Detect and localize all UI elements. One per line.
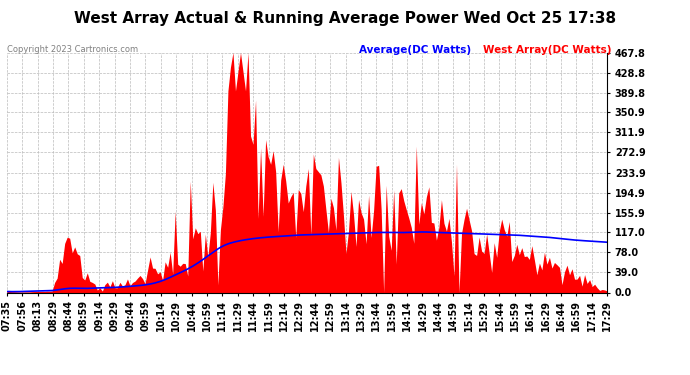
Text: Copyright 2023 Cartronics.com: Copyright 2023 Cartronics.com [7,45,138,54]
Text: West Array(DC Watts): West Array(DC Watts) [483,45,611,55]
Text: West Array Actual & Running Average Power Wed Oct 25 17:38: West Array Actual & Running Average Powe… [74,11,616,26]
Text: Average(DC Watts): Average(DC Watts) [359,45,471,55]
